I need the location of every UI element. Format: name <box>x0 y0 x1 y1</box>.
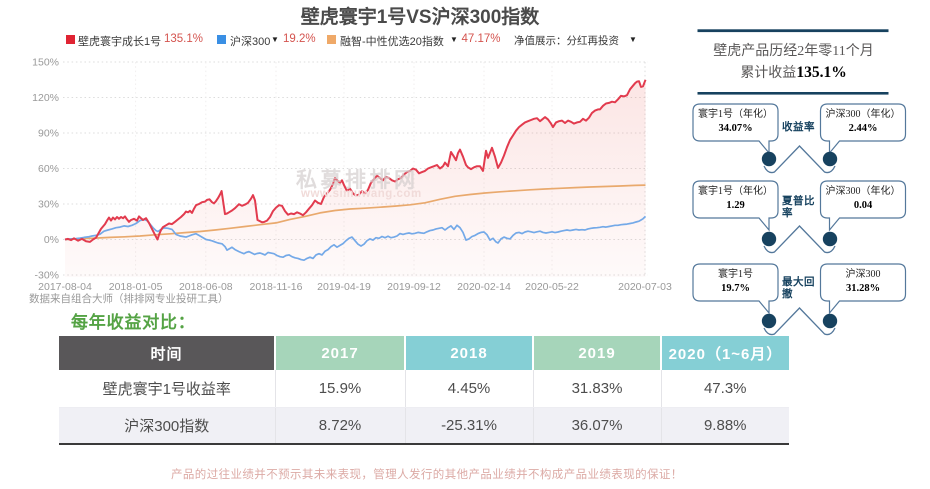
svg-text:2020-02-14: 2020-02-14 <box>457 281 511 293</box>
svg-text:150%: 150% <box>32 57 59 69</box>
svg-text:2020-07-03: 2020-07-03 <box>618 281 672 293</box>
svg-text:120%: 120% <box>32 92 59 104</box>
svg-text:2018-06-08: 2018-06-08 <box>179 281 233 293</box>
svg-text:30%: 30% <box>38 199 59 211</box>
svg-text:2020-05-22: 2020-05-22 <box>525 281 579 293</box>
svg-text:60%: 60% <box>38 163 59 175</box>
svg-text:0%: 0% <box>44 234 59 246</box>
svg-text:2018-11-16: 2018-11-16 <box>250 281 303 293</box>
svg-text:2019-09-12: 2019-09-12 <box>387 281 441 293</box>
svg-text:-30%: -30% <box>34 270 59 282</box>
svg-text:2017-08-04: 2017-08-04 <box>38 281 92 293</box>
svg-text:2018-01-05: 2018-01-05 <box>109 281 163 293</box>
svg-text:2019-04-19: 2019-04-19 <box>317 281 371 293</box>
svg-text:90%: 90% <box>38 128 59 140</box>
